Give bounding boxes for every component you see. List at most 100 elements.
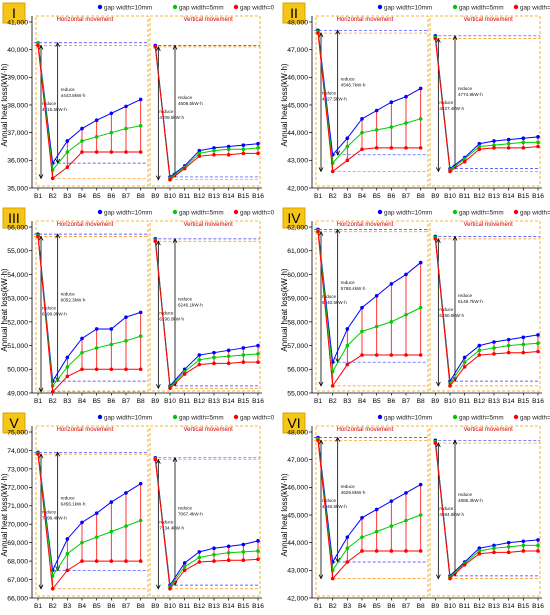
- x-tick-label: B7: [402, 398, 410, 405]
- x-tick-label: B16: [252, 398, 264, 405]
- data-point: [226, 144, 231, 149]
- region-vertical: [429, 220, 541, 392]
- data-point: [506, 540, 511, 545]
- data-point: [360, 549, 364, 553]
- data-point: [330, 384, 335, 388]
- data-point: [506, 337, 511, 342]
- y-tick-label: 55,000: [287, 390, 308, 397]
- series-line: [154, 238, 259, 388]
- x-tick-label: B3: [343, 603, 351, 610]
- data-point: [374, 529, 379, 534]
- data-point: [197, 362, 202, 367]
- data-point: [109, 367, 114, 372]
- annotation-text: reduce: [341, 77, 355, 82]
- panel-roman-label: III: [8, 210, 20, 226]
- data-point: [94, 346, 99, 350]
- data-point: [168, 586, 172, 591]
- data-point: [226, 348, 231, 353]
- series-line: [434, 38, 539, 173]
- data-point: [241, 147, 246, 152]
- data-point: [65, 355, 70, 360]
- data-point: [462, 355, 467, 360]
- data-point: [182, 568, 187, 573]
- data-point: [404, 353, 408, 357]
- annotation-text: reduce: [458, 86, 472, 91]
- y-tick-label: 46,000: [287, 75, 308, 82]
- x-tick-label: B13: [488, 603, 500, 610]
- legend-marker: [377, 209, 383, 215]
- data-point: [492, 546, 496, 550]
- series-line: [154, 46, 258, 181]
- legend-marker: [172, 414, 178, 420]
- x-tick-label: B15: [517, 193, 529, 200]
- data-point: [506, 550, 511, 555]
- data-point: [492, 352, 496, 356]
- y-tick-label: 39,000: [7, 75, 28, 82]
- data-point: [536, 349, 540, 354]
- x-tick-label: B9: [431, 398, 439, 405]
- x-tick-label: B9: [431, 193, 439, 200]
- series-line: [154, 457, 259, 587]
- reduce-arrow-head: [38, 44, 44, 50]
- data-point: [138, 150, 143, 154]
- series-line: [37, 234, 141, 383]
- data-point: [418, 117, 423, 121]
- data-point: [477, 551, 482, 556]
- data-point: [80, 150, 84, 154]
- y-axis-title: Annual heat loss(kW·h): [0, 63, 9, 146]
- x-tick-label: B15: [237, 193, 249, 200]
- x-tick-label: B2: [49, 603, 57, 610]
- x-tick-label: B3: [63, 398, 71, 405]
- data-point: [506, 350, 511, 355]
- annotation-text: reduce: [322, 498, 336, 503]
- legend-label: gap width=5mm: [179, 4, 224, 11]
- data-point: [124, 491, 128, 495]
- series-line: [37, 42, 141, 172]
- data-point: [212, 552, 216, 557]
- data-point: [345, 362, 350, 367]
- data-point: [50, 390, 55, 394]
- data-point: [168, 386, 172, 391]
- data-point: [477, 353, 482, 357]
- series-line: [317, 231, 421, 388]
- annotation-text: reduce: [322, 91, 336, 96]
- reduce-arrow-head: [38, 584, 44, 590]
- y-tick-label: 58,000: [287, 319, 308, 326]
- y-tick-label: 55,000: [7, 248, 28, 255]
- annotation-text: reduce: [439, 307, 453, 312]
- annotation-text: 4608.5kW·h: [178, 101, 203, 106]
- x-tick-label: B6: [107, 398, 115, 405]
- data-point: [212, 355, 216, 360]
- data-point: [109, 111, 114, 116]
- data-point: [182, 561, 187, 565]
- data-point: [65, 139, 70, 143]
- y-axis-title: Annual heat loss(kW·h): [280, 473, 289, 556]
- reduce-arrow-head: [335, 228, 341, 234]
- y-tick-label: 44,000: [287, 130, 308, 137]
- x-tick-label: B14: [503, 603, 515, 610]
- reduce-arrow-head: [38, 235, 44, 241]
- data-point: [109, 559, 114, 563]
- x-tick-label: B8: [137, 603, 145, 610]
- series-line: [37, 45, 141, 180]
- annotation-text: 4827.4kW·h: [439, 106, 464, 111]
- data-point: [109, 130, 114, 135]
- x-tick-label: B8: [417, 603, 425, 610]
- y-tick-label: 51,000: [7, 343, 28, 350]
- annotation-text: reduce: [458, 492, 472, 497]
- panel-badge: [282, 412, 306, 434]
- series-line: [317, 33, 421, 173]
- x-tick-label: B12: [193, 603, 205, 610]
- data-point: [153, 457, 158, 462]
- y-tick-label: 68,000: [7, 559, 28, 566]
- annotation-text: reduce: [61, 292, 75, 297]
- data-point: [404, 312, 408, 317]
- chart-panel: IV gap width=10mm gap width=5mm gap width=0…: [280, 207, 550, 405]
- y-tick-label: 72,000: [7, 485, 28, 492]
- data-point: [212, 350, 216, 355]
- data-point: [80, 139, 84, 143]
- annotation-text: 4774.9kW·h: [458, 92, 483, 97]
- series-line: [37, 452, 141, 573]
- y-tick-label: 36,000: [7, 158, 28, 165]
- x-tick-label: B15: [237, 398, 249, 405]
